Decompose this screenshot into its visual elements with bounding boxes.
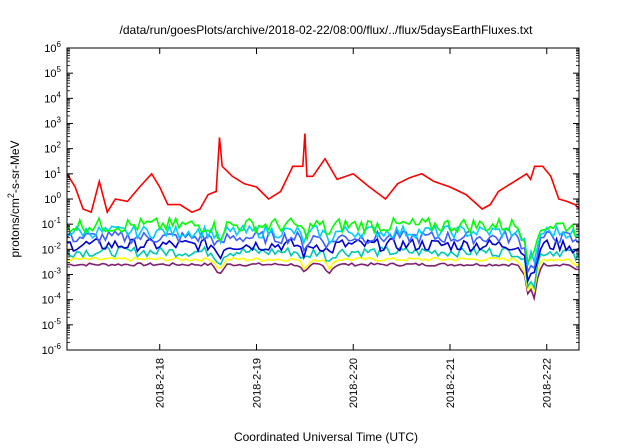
- x-tick-label: 2018-2-18: [155, 358, 167, 408]
- y-tick-label: 10-4: [42, 292, 62, 307]
- series-line: [67, 133, 579, 215]
- series-line: [67, 262, 579, 302]
- y-tick-base: 10: [44, 68, 56, 80]
- x-axis-label: Coordinated Universal Time (UTC): [234, 430, 418, 444]
- y-tick-base: 10: [42, 320, 54, 332]
- y-tick-base: 10: [42, 345, 54, 357]
- x-tick-label: 2018-2-19: [251, 358, 263, 408]
- y-tick-base: 10: [44, 119, 56, 131]
- y-tick-exp: 3: [57, 116, 62, 125]
- y-tick-base: 10: [42, 244, 54, 256]
- y-tick-base: 10: [44, 194, 56, 206]
- series-line: [67, 256, 579, 293]
- y-axis: 10-610-510-410-310-210-11001011021031041…: [42, 40, 579, 357]
- y-tick-label: 106: [44, 40, 61, 55]
- series-line: [67, 223, 579, 266]
- series-line: [67, 229, 579, 275]
- y-tick-label: 101: [44, 166, 61, 181]
- y-tick-exp: -1: [54, 216, 62, 225]
- y-tick-label: 105: [44, 65, 61, 80]
- y-tick-label: 10-2: [42, 241, 62, 256]
- series-line: [67, 215, 579, 265]
- y-axis-label-prefix: protons/cm: [8, 198, 22, 257]
- y-tick-label: 10-6: [42, 342, 62, 357]
- y-tick-base: 10: [44, 144, 56, 156]
- y-tick-exp: -3: [54, 267, 62, 276]
- y-tick-base: 10: [44, 169, 56, 181]
- y-tick-exp: 0: [57, 191, 62, 200]
- y-tick-exp: -4: [54, 292, 62, 301]
- y-tick-exp: -6: [54, 342, 62, 351]
- y-tick-base: 10: [42, 219, 54, 231]
- y-tick-exp: 2: [57, 141, 62, 150]
- y-tick-exp: 1: [57, 166, 62, 175]
- x-axis: 2018-2-18 2018-2-19 2018-2-20 2018-2-21 2018…: [155, 48, 554, 408]
- y-axis-label-suffix: -s-sr-MeV: [8, 140, 22, 193]
- y-tick-label: 100: [44, 191, 61, 206]
- y-tick-base: 10: [42, 270, 54, 282]
- x-tick-label: 2018-2-20: [348, 358, 360, 408]
- y-axis-label-sup: 2: [6, 193, 16, 198]
- x-tick-label: 2018-2-22: [542, 358, 554, 408]
- y-tick-label: 103: [44, 116, 61, 131]
- y-tick-exp: -2: [54, 241, 62, 250]
- y-tick-base: 10: [44, 43, 56, 55]
- y-tick-exp: 5: [57, 65, 62, 74]
- y-tick-label: 10-1: [42, 216, 62, 231]
- y-tick-base: 10: [44, 93, 56, 105]
- y-axis-label: protons/cm2-s-sr-MeV: [6, 140, 22, 257]
- y-tick-label: 10-5: [42, 317, 62, 332]
- x-tick-label: 2018-2-21: [445, 358, 457, 408]
- y-tick-exp: 6: [57, 40, 62, 49]
- series-layer: [67, 133, 579, 302]
- y-tick-label: 104: [44, 90, 61, 105]
- y-tick-label: 102: [44, 141, 61, 156]
- y-tick-base: 10: [42, 295, 54, 307]
- y-tick-exp: 4: [57, 90, 62, 99]
- chart-title: /data/run/goesPlots/archive/2018-02-22/0…: [120, 23, 534, 37]
- y-tick-exp: -5: [54, 317, 62, 326]
- y-tick-label: 10-3: [42, 267, 62, 282]
